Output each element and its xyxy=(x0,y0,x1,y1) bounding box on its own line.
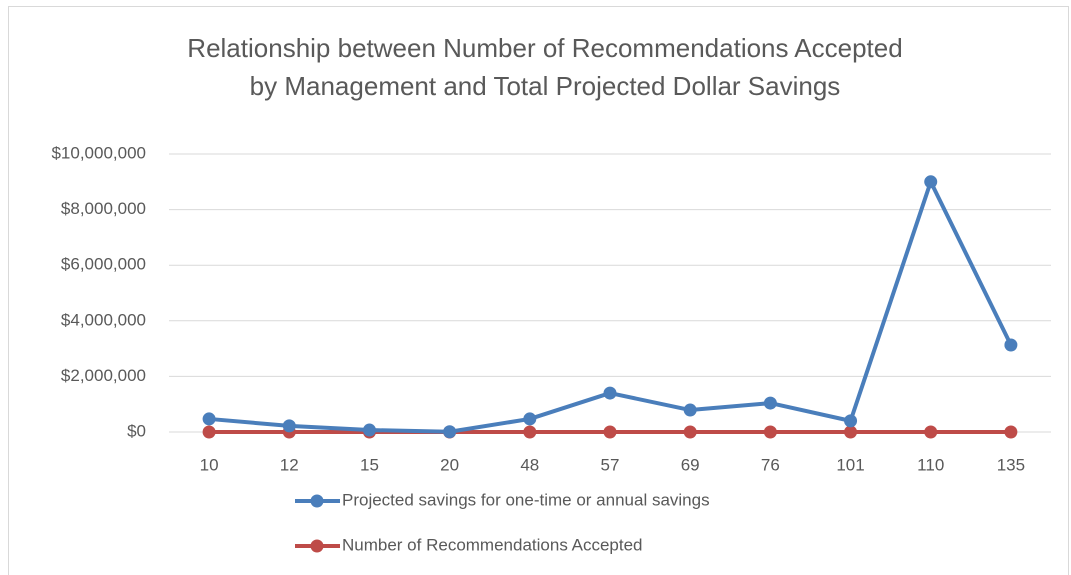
chart-border xyxy=(8,6,1069,575)
x-tick-label: 69 xyxy=(681,455,700,474)
data-point xyxy=(202,412,216,426)
x-tick-label: 135 xyxy=(997,455,1025,474)
chart-title: by Management and Total Projected Dollar… xyxy=(250,71,841,101)
data-point xyxy=(1004,338,1018,352)
data-point xyxy=(924,175,938,189)
x-tick-label: 57 xyxy=(601,455,620,474)
data-point xyxy=(362,423,376,437)
data-point xyxy=(523,412,537,426)
data-point xyxy=(924,425,938,439)
x-tick-label: 76 xyxy=(761,455,780,474)
x-tick-label: 101 xyxy=(836,455,864,474)
x-tick-label: 110 xyxy=(917,455,944,474)
data-point xyxy=(1004,425,1018,439)
y-tick-label: $2,000,000 xyxy=(61,366,146,385)
legend-label: Projected savings for one-time or annual… xyxy=(342,490,710,509)
data-point xyxy=(523,425,537,439)
y-tick-label: $10,000,000 xyxy=(51,143,146,162)
y-tick-label: $6,000,000 xyxy=(61,255,146,274)
data-point xyxy=(763,396,777,410)
data-point xyxy=(202,425,216,439)
x-tick-label: 15 xyxy=(360,455,379,474)
data-point xyxy=(282,419,296,433)
y-tick-label: $8,000,000 xyxy=(61,199,146,218)
data-point xyxy=(683,403,697,417)
legend-marker xyxy=(310,539,324,553)
data-point xyxy=(763,425,777,439)
legend-label: Number of Recommendations Accepted xyxy=(342,535,643,554)
x-tick-label: 10 xyxy=(200,455,219,474)
x-tick-label: 20 xyxy=(440,455,459,474)
chart-title: Relationship between Number of Recommend… xyxy=(187,33,902,63)
data-point xyxy=(683,425,697,439)
data-point xyxy=(443,425,457,439)
data-point xyxy=(603,425,617,439)
x-tick-label: 12 xyxy=(280,455,299,474)
legend-marker xyxy=(310,494,324,508)
data-point xyxy=(844,414,858,428)
y-tick-label: $4,000,000 xyxy=(61,310,146,329)
data-point xyxy=(844,425,858,439)
x-tick-label: 48 xyxy=(520,455,539,474)
y-tick-label: $0 xyxy=(127,421,146,440)
data-point xyxy=(603,386,617,400)
